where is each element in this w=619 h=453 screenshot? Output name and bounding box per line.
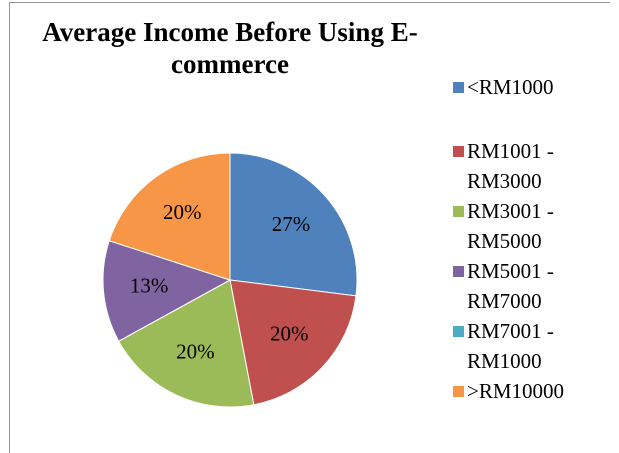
legend-label: RM7001 - RM1000	[467, 319, 554, 373]
legend-item: >RM10000	[453, 376, 603, 406]
data-label: 13%	[130, 273, 169, 297]
legend: <RM1000 RM1001 - RM3000 RM3001 - RM5000 RM5…	[453, 72, 603, 406]
legend-label: RM1001 - RM3000	[467, 139, 554, 193]
legend-item: RM1001 - RM3000	[453, 136, 603, 196]
legend-swatch	[453, 206, 464, 217]
legend-item: RM5001 - RM7000	[453, 256, 603, 316]
pie-slice	[229, 152, 358, 297]
legend-swatch	[453, 386, 464, 397]
data-label: 20%	[176, 339, 215, 363]
legend-item: RM7001 - RM1000	[453, 316, 603, 376]
data-label: 27%	[272, 212, 311, 236]
legend-item: RM3001 - RM5000	[453, 196, 603, 256]
data-label: 20%	[270, 321, 309, 345]
legend-swatch	[453, 266, 464, 277]
chart-title: Average Income Before Using E-commerce	[42, 17, 418, 79]
legend-item: <RM1000	[453, 72, 603, 102]
pie-slice	[102, 240, 232, 342]
legend-label: RM3001 - RM5000	[467, 199, 554, 253]
legend-swatch	[453, 146, 464, 157]
legend-label: RM5001 - RM7000	[467, 259, 554, 313]
legend-label: >RM10000	[467, 379, 565, 403]
legend-label: <RM1000	[467, 75, 554, 99]
legend-swatch	[453, 82, 464, 93]
pie-slice	[229, 279, 357, 406]
legend-swatch	[453, 326, 464, 337]
data-label: 20%	[163, 200, 202, 224]
pie-slice	[108, 152, 231, 281]
pie-slice	[118, 279, 255, 408]
frame	[9, 2, 610, 453]
